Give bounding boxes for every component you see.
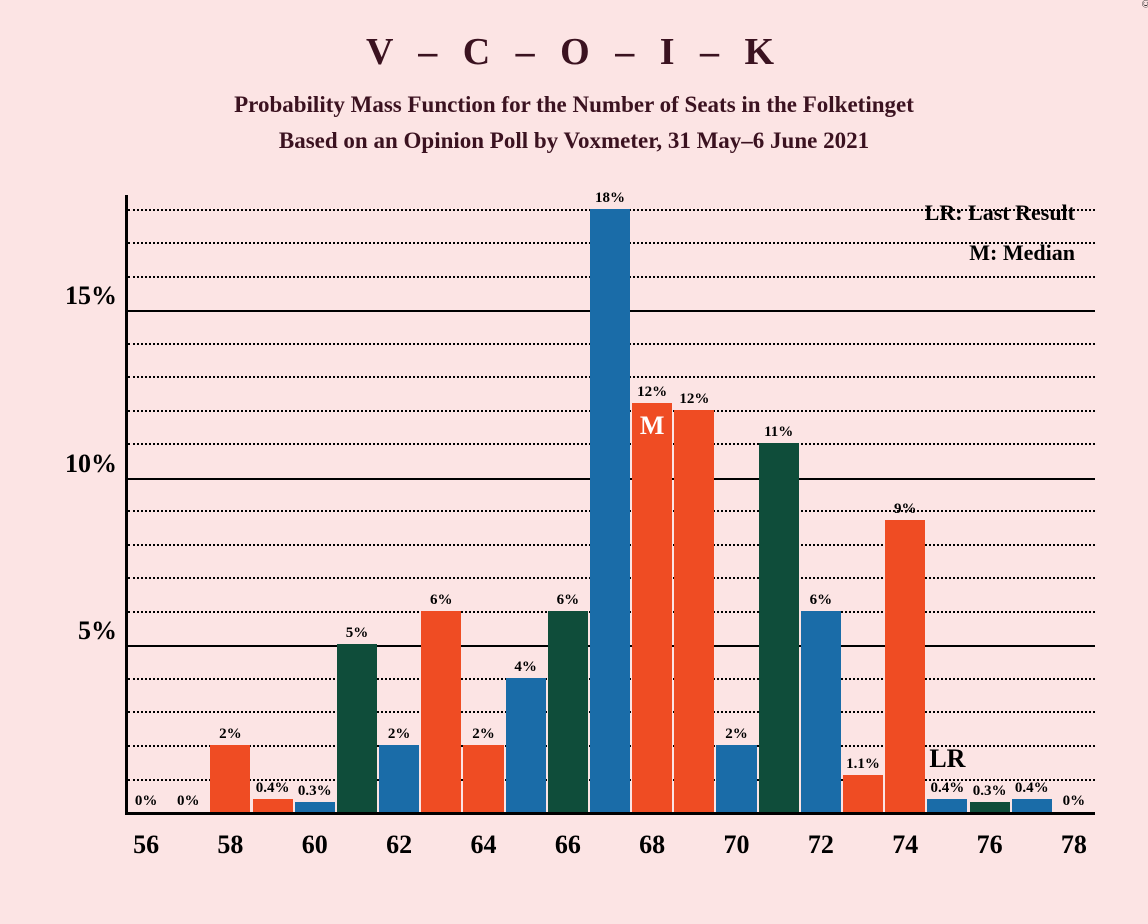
bar: 18% (590, 209, 630, 812)
bar-value-label: 2% (219, 726, 242, 743)
bar: 0.4% (1012, 799, 1052, 812)
bar-value-label: 0% (177, 793, 200, 810)
median-marker: M (640, 411, 665, 441)
bar: 4% (506, 678, 546, 812)
chart-title: V – C – O – I – K (40, 30, 1108, 74)
legend-lr: LR: Last Result (925, 200, 1075, 226)
x-tick-label: 72 (796, 830, 846, 860)
chart-legend: LR: Last Result M: Median (925, 200, 1075, 280)
bar-value-label: 2% (472, 726, 495, 743)
bar: 2% (463, 745, 503, 812)
bar-value-label: 2% (725, 726, 748, 743)
bar-value-label: 4% (514, 659, 537, 676)
x-tick-label: 66 (543, 830, 593, 860)
bar-value-label: 0.4% (931, 780, 965, 797)
bar-value-label: 5% (346, 625, 369, 642)
bar: 0.3% (970, 802, 1010, 812)
y-tick-label: 10% (27, 449, 117, 479)
y-tick-label: 15% (27, 281, 117, 311)
bar: 11% (759, 443, 799, 812)
x-axis (125, 812, 1095, 815)
bar-value-label: 0% (1063, 793, 1086, 810)
bar: 2% (716, 745, 756, 812)
bar-value-label: 6% (810, 592, 833, 609)
bar-value-label: 18% (595, 190, 625, 207)
chart-plot-area: LR: Last Result M: Median 5%10%15%565860… (125, 195, 1095, 815)
bar: 0.4% (927, 799, 967, 812)
x-tick-label: 78 (1049, 830, 1099, 860)
bar-value-label: 0.3% (973, 783, 1007, 800)
bar-value-label: 0% (135, 793, 158, 810)
y-axis (125, 195, 128, 815)
bar-value-label: 9% (894, 501, 917, 518)
bar-value-label: 0.4% (1015, 780, 1049, 797)
copyright-text: © 2021 Filip van Laenen (1140, 0, 1148, 8)
bar: 12% (674, 410, 714, 812)
chart-subtitle-2: Based on an Opinion Poll by Voxmeter, 31… (40, 128, 1108, 154)
chart-container: V – C – O – I – K Probability Mass Funct… (0, 0, 1148, 924)
bar: 9% (885, 520, 925, 812)
bar-value-label: 0.3% (298, 783, 332, 800)
x-tick-label: 70 (712, 830, 762, 860)
bar-value-label: 12% (637, 384, 667, 401)
bar: 2% (379, 745, 419, 812)
bar-value-label: 6% (557, 592, 580, 609)
bar: 2% (210, 745, 250, 812)
bar: 6% (421, 611, 461, 812)
bar-value-label: 0.4% (256, 780, 290, 797)
x-tick-label: 60 (290, 830, 340, 860)
lr-marker: LR (929, 744, 965, 774)
x-tick-label: 64 (458, 830, 508, 860)
bar: 6% (548, 611, 588, 812)
x-tick-label: 68 (627, 830, 677, 860)
bar-value-label: 6% (430, 592, 453, 609)
x-tick-label: 62 (374, 830, 424, 860)
bar: 1.1% (843, 775, 883, 812)
bar: 0.4% (253, 799, 293, 812)
bar-value-label: 11% (764, 424, 793, 441)
bar-value-label: 2% (388, 726, 411, 743)
bar-value-label: 12% (679, 391, 709, 408)
chart-subtitle-1: Probability Mass Function for the Number… (40, 92, 1108, 118)
bar: 12%M (632, 403, 672, 812)
bar: 5% (337, 644, 377, 812)
x-tick-label: 56 (121, 830, 171, 860)
y-tick-label: 5% (27, 616, 117, 646)
x-tick-label: 76 (965, 830, 1015, 860)
x-tick-label: 58 (205, 830, 255, 860)
bar: 6% (801, 611, 841, 812)
bar: 0.3% (295, 802, 335, 812)
bar-value-label: 1.1% (846, 756, 880, 773)
x-tick-label: 74 (880, 830, 930, 860)
